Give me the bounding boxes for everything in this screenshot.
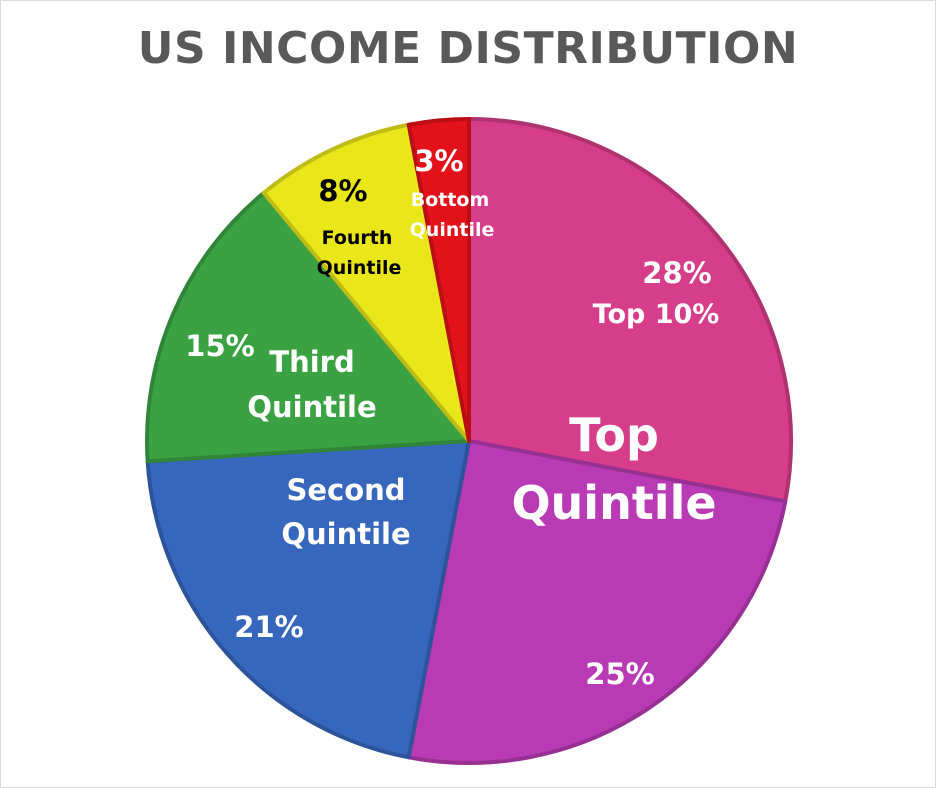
label-third-percent: 15% [185,329,254,363]
pie-slice-second-quintile [145,439,471,760]
label-second-percent: 21% [234,610,303,644]
label-top10-percent: 28% [642,256,711,290]
label-bottom-line2: Quintile [410,219,495,241]
pie-slice-bottom-quintile [406,117,471,443]
pie-slice-fourth-quintile [261,122,471,443]
label-third-line1: Third [269,345,354,379]
label-top-rest-percent: 25% [585,657,654,691]
label-top-quintile-line1: Top [569,408,659,462]
label-fourth-line1: Fourth [322,227,393,249]
label-bottom-line1: Bottom [411,189,490,211]
label-third-line2: Quintile [247,390,376,424]
label-fourth-line2: Quintile [317,257,402,279]
pie-slice-top-quintile-remainder [406,439,788,766]
label-fourth-percent: 8% [318,174,367,208]
label-second-line1: Second [286,473,405,507]
chart-title: US INCOME DISTRIBUTION [137,23,799,74]
label-top10-name: Top 10% [593,299,720,330]
label-second-line2: Quintile [281,517,410,551]
label-bottom-percent: 3% [414,144,463,178]
pie-slice-top-10 [467,117,794,504]
pie-slice-third-quintile [145,190,471,464]
label-top-quintile-line2: Quintile [511,476,716,530]
